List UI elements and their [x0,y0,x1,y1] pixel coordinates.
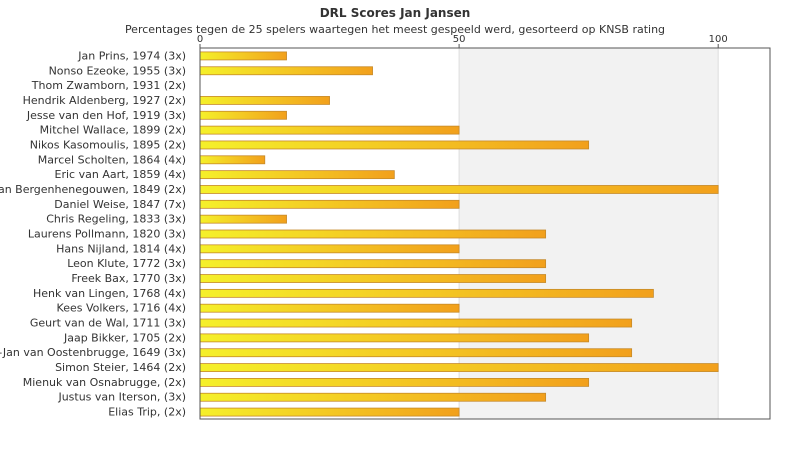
bar [199,155,266,165]
category-label: Eric van Aart, 1859 (4x) [55,168,186,181]
bar [199,110,287,120]
bar [199,96,330,105]
bar [199,185,719,194]
category-label: Jaap Bikker, 1705 (2x) [63,331,186,344]
category-labels: Jan Prins, 1974 (3x) Nonso Ezeoke, 1955 (… [0,49,186,418]
tick-label: 0 [197,34,203,45]
category-label: Chris Regeling, 1833 (3x) [46,213,186,226]
bar [199,244,460,254]
category-label: Nikos Kasomoulis, 1895 (2x) [30,138,186,151]
bar [199,170,395,180]
category-label: Mitchel Wallace, 1899 (2x) [40,124,186,137]
category-label: Thom Zwamborn, 1931 (2x) [31,79,186,92]
category-label: Elias Trip, (2x) [108,406,186,419]
category-label: Leon Klute, 1772 (3x) [67,257,186,270]
bar [199,288,654,298]
chart-subtitle: Percentages tegen de 25 spelers waartege… [125,23,665,36]
bar [199,66,373,76]
plot-frame [199,47,771,420]
category-label: Jesse van den Hof, 1919 (3x) [26,109,186,122]
tick-label: 100 [709,34,728,45]
bar [199,333,590,343]
bar [199,214,287,224]
category-label: Daniel Weise, 1847 (7x) [54,198,186,211]
bar [199,407,460,417]
category-label: Henk van Lingen, 1768 (4x) [33,287,186,300]
category-label: Marcel Scholten, 1864 (4x) [38,153,186,166]
category-label: Laurens Pollmann, 1820 (3x) [28,228,186,241]
bar [199,199,460,209]
bar [199,259,547,269]
category-label: van Bergenhenegouwen, 1849 (2x) [0,183,186,196]
bars [199,51,719,417]
tick-label: 50 [453,34,466,45]
bar [199,274,547,283]
category-label: Jan Prins, 1974 (3x) [77,49,186,62]
bar [199,377,590,387]
category-label: Simon Steier, 1464 (2x) [55,361,186,374]
category-label: t-Jan van Oostenbrugge, 1649 (3x) [0,346,186,359]
category-label: Geurt van de Wal, 1711 (3x) [30,317,186,330]
bar [199,229,547,239]
chart-title: DRL Scores Jan Jansen [320,6,471,20]
plot-band [718,48,770,419]
category-label: Kees Volkers, 1716 (4x) [57,302,186,315]
category-label: Hendrik Aldenberg, 1927 (2x) [23,94,186,107]
bar [199,318,633,328]
category-label: Justus van Iterson, (3x) [57,391,186,404]
bar [199,140,590,150]
bar [199,392,547,402]
bar [199,348,633,358]
bar [199,51,287,61]
bar [199,125,460,135]
bar [199,363,719,372]
category-label: Mienuk van Osnabrugge, (2x) [23,376,186,389]
category-label: Freek Bax, 1770 (3x) [71,272,186,285]
category-label: Nonso Ezeoke, 1955 (3x) [49,64,186,77]
category-label: Hans Nijland, 1814 (4x) [56,242,186,255]
bar [199,303,460,313]
